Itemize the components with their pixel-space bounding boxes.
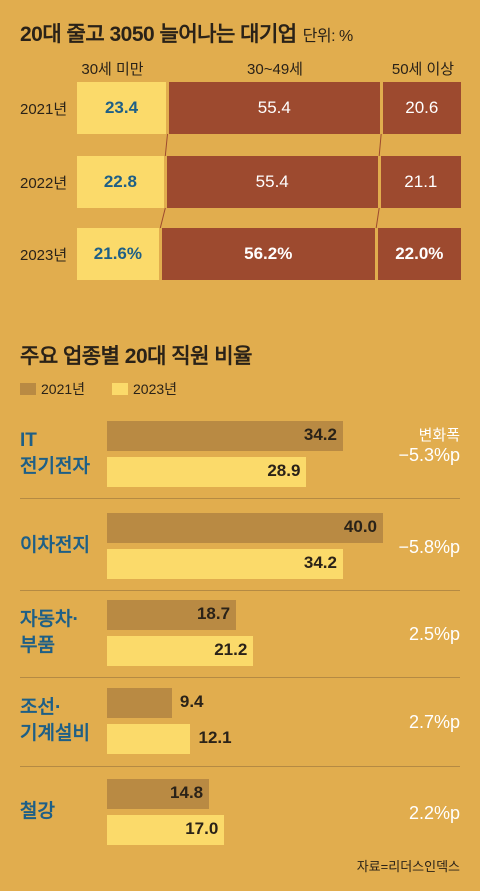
segment-30to49: 56.2% <box>161 228 375 280</box>
category-label-line: 조선· <box>20 697 62 718</box>
category-label-line: 부품 <box>20 635 55 656</box>
legend-2021: 2021년 <box>20 379 85 399</box>
legend-swatch-2023 <box>112 383 128 395</box>
source-note: 자료=리더스인덱스 <box>356 859 460 874</box>
legend-label-2021: 2021년 <box>41 381 86 397</box>
bar-2021 <box>107 600 237 630</box>
group-divider <box>20 766 460 767</box>
category-label: 자동차· 부품 <box>20 607 79 659</box>
bar-value-label: 34.2 <box>303 553 337 572</box>
change-column-title: 변화폭 <box>418 427 460 444</box>
bar-2023 <box>107 724 191 754</box>
bar-2021 <box>107 421 343 451</box>
section-title: 주요 업종별 20대 직원 비율 <box>20 345 252 368</box>
segment-30to49: 55.4 <box>166 156 378 208</box>
segment-over50: 21.1 <box>380 156 461 208</box>
bar-value-label: 12.1 <box>198 728 232 747</box>
row-label-1: 2022년 <box>20 175 68 192</box>
change-value: −5.8%p <box>398 537 460 557</box>
group-divider <box>20 498 460 499</box>
bar-value-label: 21.2 <box>214 640 248 659</box>
connector-lines <box>159 133 382 229</box>
group-divider <box>20 590 460 591</box>
segment-under30: 23.4 <box>77 82 166 134</box>
category-label: 철강 <box>20 799 55 825</box>
bar-2021 <box>107 779 210 809</box>
segment-under30: 22.8 <box>77 156 164 208</box>
change-value: 2.2%p <box>408 803 460 823</box>
category-label-line: 철강 <box>20 801 55 822</box>
bar-2021 <box>107 688 172 718</box>
connector-line <box>375 207 380 229</box>
col-header-30to49: 30~49세 <box>247 61 303 78</box>
bar-value-label: 28.9 <box>267 461 301 480</box>
category-label-line: 전기전자 <box>20 456 90 477</box>
category-label: IT 전기전자 <box>20 428 90 480</box>
unit-label: 단위: % <box>302 28 354 45</box>
segment-over50: 22.0% <box>377 228 461 280</box>
bar-2021 <box>107 513 383 543</box>
segment-30to49: 55.4 <box>168 82 380 134</box>
page-title: 20대 줄고 3050 늘어나는 대기업 단위: % <box>20 23 354 46</box>
bar-value-label: 9.4 <box>179 692 204 711</box>
bar-value-label: 18.7 <box>196 604 231 623</box>
category-label: 조선· 기계설비 <box>20 695 90 747</box>
category-label-line: 이차전지 <box>20 535 90 556</box>
category-label-line: 기계설비 <box>20 723 90 744</box>
col-header-over50: 50세 이상 <box>391 61 455 78</box>
change-value: 2.7%p <box>408 712 460 732</box>
category-label-line: 자동차· <box>20 609 79 630</box>
segment-over50: 20.6 <box>382 82 461 134</box>
connector-line <box>164 133 168 157</box>
change-value: 2.5%p <box>408 624 460 644</box>
bar-value-label: 14.8 <box>170 783 204 802</box>
bar-value-label: 34.2 <box>303 425 337 444</box>
legend-2023: 2023년 <box>112 379 177 399</box>
category-label: 이차전지 <box>20 533 90 559</box>
legend-swatch-2021 <box>20 383 36 395</box>
row-label-0: 2021년 <box>20 101 68 118</box>
connector-line <box>159 207 166 229</box>
change-value: −5.3%p <box>398 445 460 465</box>
group-divider <box>20 677 460 678</box>
legend-label-2023: 2023년 <box>133 381 178 397</box>
bar-2023 <box>107 457 307 487</box>
bar-2023 <box>107 549 343 579</box>
bar-value-label: 17.0 <box>185 819 219 838</box>
row-label-2: 2023년 <box>20 247 68 264</box>
connector-line <box>378 133 382 157</box>
category-label-line: IT <box>20 430 37 451</box>
bar-2023 <box>107 636 254 666</box>
segment-under30: 21.6% <box>77 228 159 280</box>
bar-2023 <box>107 815 225 845</box>
bar-value-label: 40.0 <box>343 517 377 536</box>
col-header-under30: 30세 미만 <box>81 61 144 78</box>
